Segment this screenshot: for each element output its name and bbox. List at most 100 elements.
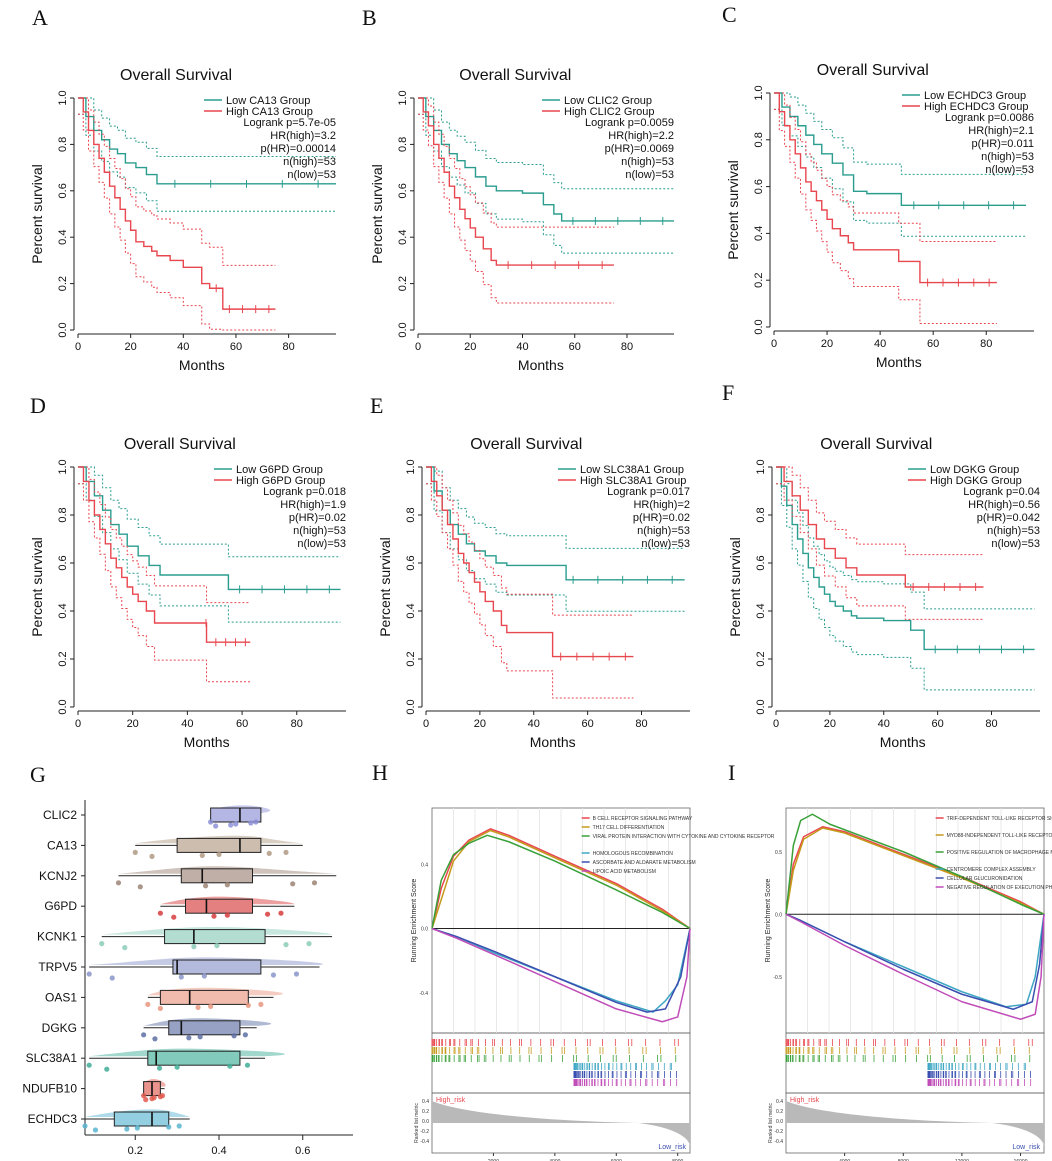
data-point xyxy=(208,1003,214,1010)
data-point xyxy=(290,881,296,887)
x-tick-label: 8000 xyxy=(898,1159,909,1161)
legend-label: ASCORBATE AND ALDARATE METABOLISM xyxy=(593,860,696,866)
x-tick-label: 0 xyxy=(415,341,421,353)
data-point xyxy=(186,1035,192,1041)
x-tick-label: 60 xyxy=(230,341,242,353)
data-point xyxy=(293,971,300,977)
km-panel-e: E Overall Survival 0 20 40 60 80 0.0 0.2 0.4 0.6 0.… xyxy=(370,393,690,750)
y-tick-label: 1.0 xyxy=(57,90,69,105)
data-point xyxy=(124,1126,130,1132)
x-tick-label: 0 xyxy=(423,718,429,730)
y-tick-label: 0.8 xyxy=(755,507,767,522)
y-tick-label: 0.6 xyxy=(57,183,69,198)
category-label: NDUFB10 xyxy=(22,1082,77,1096)
x-tick-label: 40 xyxy=(528,718,540,730)
high-survival-curve xyxy=(774,92,997,284)
stat-line: p(HR)=0.02 xyxy=(289,512,346,524)
y-tick-label: 0.5 xyxy=(775,850,782,856)
x-axis-label: Months xyxy=(876,354,922,370)
metric-tick-label: -0.2 xyxy=(774,1129,783,1135)
y-axis-label: Percent survival xyxy=(727,537,743,637)
category-label: G6PD xyxy=(44,899,77,913)
legend-label: CENTROMERE COMPLEX ASSEMBLY xyxy=(947,867,1037,873)
legend-label: HOMOLOGOUS RECOMBINATION xyxy=(593,851,674,857)
stat-line: Logrank p=0.018 xyxy=(263,486,346,498)
y-tick-label: 1.0 xyxy=(397,90,409,105)
data-point xyxy=(166,1124,172,1130)
y-tick-label: 0.4 xyxy=(755,603,767,618)
data-point xyxy=(141,1093,147,1099)
low-ci-upper xyxy=(776,466,1035,610)
y-tick-label: -0.4 xyxy=(419,991,428,997)
legend-label: MYD88-INDEPENDENT TOLL-LIKE RECEPTOR SIG… xyxy=(947,833,1052,839)
x-tick-label: 0 xyxy=(773,718,779,730)
enrichment-curve xyxy=(431,834,691,930)
y-tick-label: 0.2 xyxy=(57,276,69,291)
high-ci-lower xyxy=(776,483,984,620)
legend-label: Low DGKG Group xyxy=(930,464,1019,476)
y-tick-label: 0.4 xyxy=(405,603,417,618)
data-point xyxy=(143,1097,149,1103)
stat-line: p(HR)=0.02 xyxy=(633,512,690,524)
ranked-metric-area xyxy=(786,1101,1044,1147)
x-tick-label: 60 xyxy=(236,718,248,730)
y-tick-label: 0.0 xyxy=(57,699,69,714)
data-point xyxy=(228,822,234,828)
y-tick-label: 0.0 xyxy=(57,322,69,337)
x-tick-label: 12000 xyxy=(955,1159,969,1161)
y-tick-label: 0.2 xyxy=(753,273,765,288)
data-point xyxy=(266,850,272,857)
x-tick-label: 40 xyxy=(181,718,193,730)
plot-title: Overall Survival xyxy=(817,62,929,79)
x-tick-label: 80 xyxy=(291,718,303,730)
x-tick-label: 60 xyxy=(582,718,594,730)
data-point xyxy=(176,1123,182,1129)
data-point xyxy=(145,1001,151,1008)
x-tick-label: 20 xyxy=(464,341,476,353)
data-point xyxy=(104,1066,110,1072)
stat-line: p(HR)=0.0069 xyxy=(605,143,674,155)
high-survival-curve xyxy=(418,97,614,266)
x-axis-label: Months xyxy=(179,357,225,373)
data-point xyxy=(115,880,122,886)
y-tick-label: 0.2 xyxy=(397,276,409,291)
x-tick-label: 40 xyxy=(874,338,886,350)
data-point xyxy=(245,1002,251,1009)
panel-letter: I xyxy=(728,760,735,785)
data-point xyxy=(233,821,239,827)
x-tick-label: 80 xyxy=(635,718,647,730)
panel-letter: F xyxy=(722,380,734,405)
enrichment-curve xyxy=(785,813,1045,915)
y-tick-label: 1.0 xyxy=(753,85,765,100)
high-ci-upper xyxy=(78,97,276,266)
category-label: CA13 xyxy=(47,838,77,852)
stat-line: HR(high)=2 xyxy=(633,499,690,511)
panel-letter: G xyxy=(30,762,46,787)
metric-tick-label: 0.0 xyxy=(776,1119,783,1125)
stat-line: Logrank p=0.0059 xyxy=(585,117,674,129)
high-ci-upper xyxy=(776,466,984,556)
high-ci-lower xyxy=(774,108,997,325)
high-ci-upper xyxy=(418,97,614,228)
stat-line: Logrank p=0.04 xyxy=(963,486,1040,498)
enrichment-curve xyxy=(785,913,1045,1020)
x-axis-label: Months xyxy=(530,734,576,750)
box xyxy=(185,898,253,914)
stat-line: HR(high)=1.9 xyxy=(280,499,346,511)
low-ci-upper xyxy=(78,97,336,157)
y-tick-label: 0.8 xyxy=(397,137,409,152)
high-survival-curve xyxy=(426,466,634,658)
legend-label: VIRAL PROTEIN INTERACTION WITH CYTOKINE … xyxy=(593,834,775,840)
metric-tick-label: 0.2 xyxy=(422,1109,429,1115)
data-point xyxy=(264,911,271,917)
data-point xyxy=(199,852,205,859)
data-point xyxy=(306,941,312,947)
y-axis-label: Running Enrichment Score xyxy=(411,879,418,963)
data-point xyxy=(278,910,284,916)
y-tick-label: 0.6 xyxy=(397,183,409,198)
x-tick-label: 6000 xyxy=(611,1159,622,1161)
stat-line: n(low)=53 xyxy=(287,169,336,181)
x-tick-label: 40 xyxy=(516,341,528,353)
low-risk-label: Low_risk xyxy=(1012,1144,1040,1151)
y-axis-label: Percent survival xyxy=(725,160,741,260)
